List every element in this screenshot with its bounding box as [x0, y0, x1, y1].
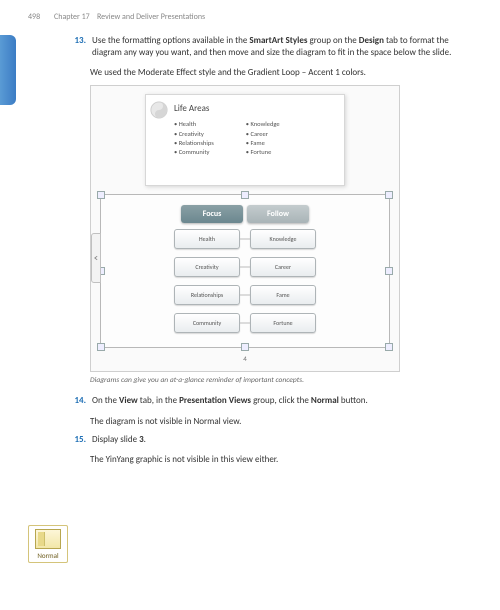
diagram-header-row: Focus Follow: [119, 205, 371, 223]
step-14: 14. On the View tab, in the Presentation…: [90, 395, 475, 407]
step-number: 15.: [68, 434, 86, 445]
resize-handle-tm[interactable]: [241, 191, 249, 199]
step-body: Display slide 3.: [92, 434, 473, 446]
diagram-grid: Health Knowledge Creativity Career Relat…: [119, 229, 371, 333]
follow-tab: Follow: [247, 205, 309, 223]
diagram-cell: Career: [250, 257, 316, 277]
step-number: 14.: [68, 395, 86, 406]
normal-view-button-callout: Normal: [28, 525, 68, 563]
mini-item: Fortune: [246, 148, 280, 157]
diagram-row: Community Fortune: [174, 313, 316, 333]
diagram-row: Relationships Fame: [174, 285, 316, 305]
chapter-label: Chapter 17: [54, 12, 90, 22]
diagram-row: Health Knowledge: [174, 229, 316, 249]
chapter-title: Review and Deliver Presentations: [97, 12, 205, 22]
resize-handle-br[interactable]: [385, 343, 393, 351]
diagram-cell: Relationships: [174, 285, 240, 305]
step-15: 15. Display slide 3.: [90, 434, 475, 446]
resize-handle-bm[interactable]: [241, 343, 249, 351]
figure-caption: Diagrams can give you an at-a-glance rem…: [90, 376, 475, 385]
focus-tab: Focus: [181, 205, 243, 223]
diagram-cell: Fame: [250, 285, 316, 305]
normal-view-icon: [35, 529, 61, 549]
mini-item: Career: [246, 130, 280, 139]
mini-item: Health: [174, 120, 214, 129]
diagram-cell: Creativity: [174, 257, 240, 277]
step-number: 13.: [68, 35, 86, 46]
step-14-note: The diagram is not visible in Normal vie…: [90, 416, 475, 428]
step-13: 13. Use the formatting options available…: [90, 35, 475, 59]
diagram-cell: Community: [174, 313, 240, 333]
page-content: 13. Use the formatting options available…: [90, 35, 475, 472]
mini-right-column: Knowledge Career Fame Fortune: [246, 120, 280, 156]
resize-handle-tl[interactable]: [97, 191, 105, 199]
figure-frame: Life Areas Health Creativity Relationshi…: [90, 85, 400, 372]
normal-view-label: Normal: [31, 551, 65, 560]
mini-item: Relationships: [174, 139, 214, 148]
mini-item: Community: [174, 148, 214, 157]
mini-item: Knowledge: [246, 120, 280, 129]
step-13-note: We used the Moderate Effect style and th…: [90, 67, 475, 79]
diagram-cell: Health: [174, 229, 240, 249]
mini-item: Creativity: [174, 130, 214, 139]
diagram-row: Creativity Career: [174, 257, 316, 277]
diagram-cell: Fortune: [250, 313, 316, 333]
step-15-note: The YinYang graphic is not visible in th…: [90, 454, 475, 466]
mini-slide-preview: Life Areas Health Creativity Relationshi…: [145, 94, 345, 186]
resize-handle-tr[interactable]: [385, 191, 393, 199]
page-number: 498: [28, 12, 40, 22]
slide-page-number: 4: [99, 354, 391, 363]
resize-handle-mr[interactable]: [385, 267, 393, 275]
diagram-cell: Knowledge: [250, 229, 316, 249]
smartart-diagram[interactable]: Focus Follow Health Knowledge Creativity…: [100, 194, 390, 348]
mini-slide-title: Life Areas: [174, 103, 334, 114]
section-tab-marker: [0, 35, 16, 105]
smartart-text-pane-toggle[interactable]: [91, 233, 101, 283]
page-header: 498 Chapter 17 Review and Deliver Presen…: [28, 12, 205, 22]
mini-item: Fame: [246, 139, 280, 148]
step-body: On the View tab, in the Presentation Vie…: [92, 395, 473, 407]
step-body: Use the formatting options available in …: [92, 35, 473, 59]
yinyang-icon: [150, 99, 168, 121]
mini-left-column: Health Creativity Relationships Communit…: [174, 120, 214, 156]
resize-handle-bl[interactable]: [97, 343, 105, 351]
